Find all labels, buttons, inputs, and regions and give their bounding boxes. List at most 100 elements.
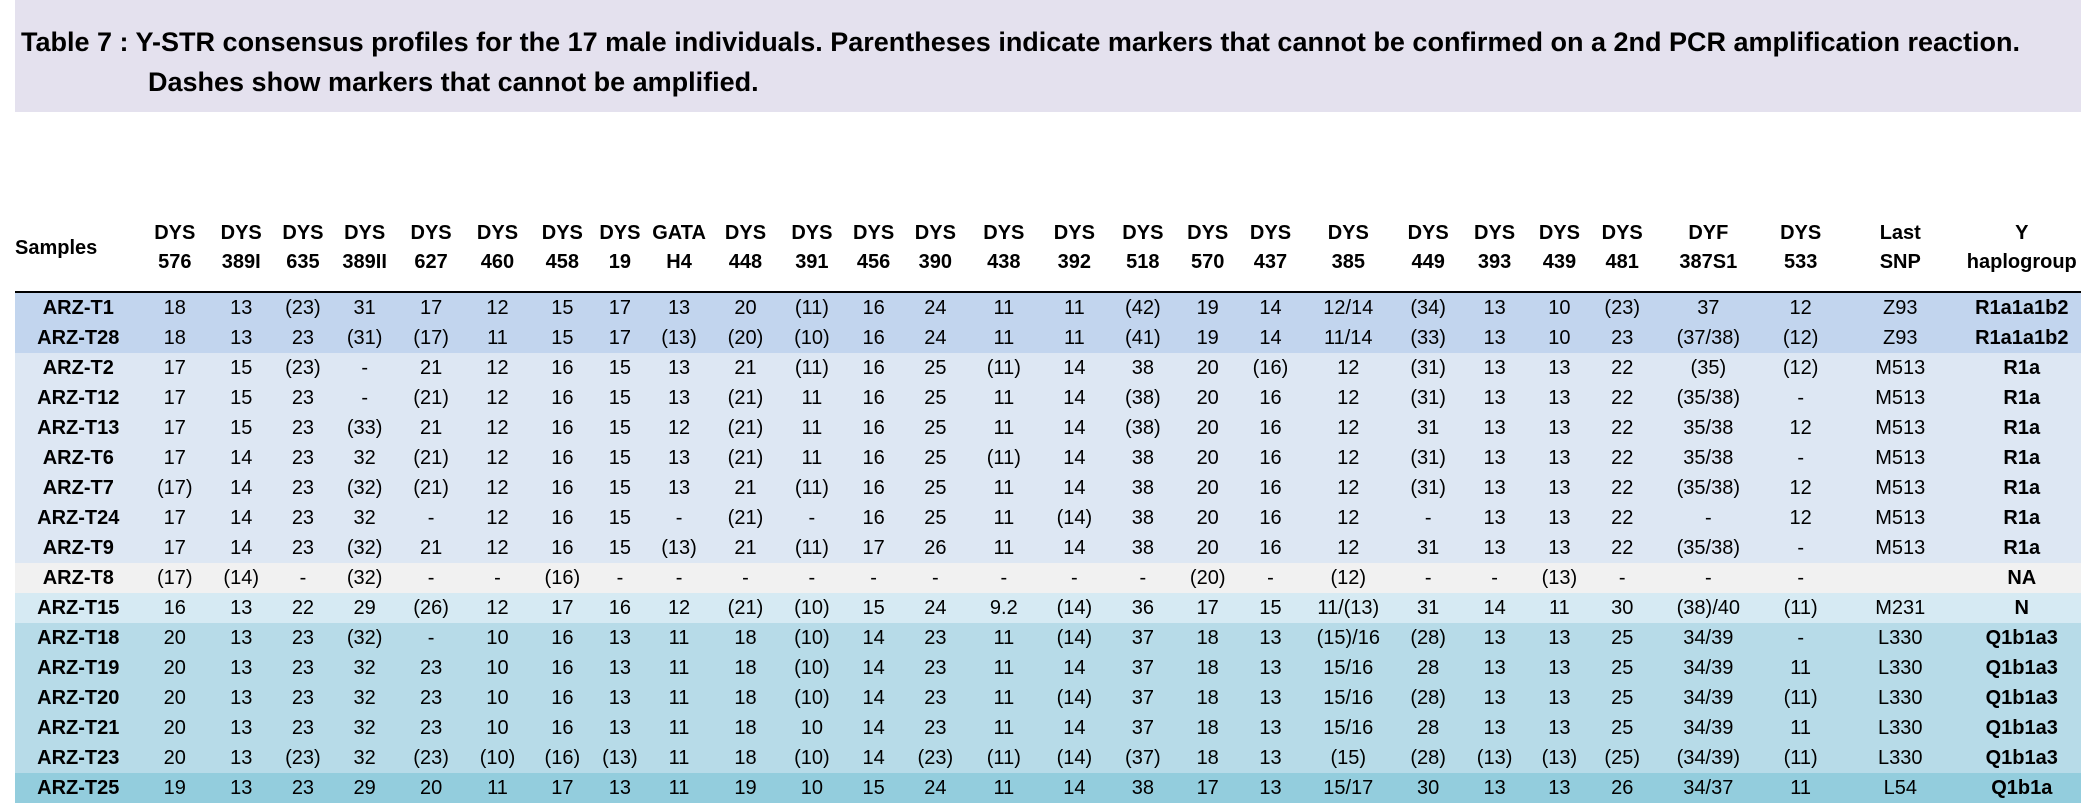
marker-value-cell: 34/37 (1653, 773, 1764, 803)
marker-value-cell: 21 (397, 353, 465, 383)
marker-value-cell: (23) (274, 743, 332, 773)
marker-value-cell: 13 (645, 383, 713, 413)
column-header-text: 627 (414, 251, 448, 273)
column-header-text: DYS (1053, 222, 1095, 244)
column-header-text: DYS (724, 222, 767, 244)
table-row: ARZ-T20 20 13 23 32 23 10 16 13 11 18 (10) 14 23 11 (14… (15, 683, 2081, 713)
marker-value-cell: 25 (902, 353, 969, 383)
haplogroup-cell: Q1b1a3 (1962, 713, 2081, 743)
marker-value-cell: (34/39) (1653, 743, 1764, 773)
column-header-dys-393: DYS 393 (1461, 205, 1527, 292)
marker-value-cell: 19 (141, 773, 208, 803)
marker-value-cell: 15 (208, 383, 275, 413)
table-row: ARZ-T19 20 13 23 32 23 10 16 13 11 18 (10) 14 23 11 14 3… (15, 653, 2081, 683)
marker-value-cell: (14) (1039, 503, 1110, 533)
marker-value-cell: 11 (968, 292, 1040, 323)
marker-value-cell: (21) (712, 503, 779, 533)
column-header-text: Last (1879, 222, 1921, 244)
marker-value-cell: 15 (845, 773, 903, 803)
marker-value-cell: (14) (208, 563, 275, 593)
caption-line-1: Table 7 : Y-STR consensus profiles for t… (21, 27, 2021, 57)
marker-value-cell: 29 (331, 593, 398, 623)
marker-value-cell: 15 (593, 413, 646, 443)
marker-value-cell: 34/39 (1653, 623, 1764, 653)
column-header-text: DYS (1780, 222, 1822, 244)
marker-value-cell: 14 (1039, 413, 1110, 443)
last-snp-cell: M513 (1838, 533, 1963, 563)
marker-value-cell: 12 (1301, 503, 1395, 533)
marker-value-cell: 16 (845, 383, 903, 413)
marker-value-cell: (35) (1653, 353, 1764, 383)
marker-value-cell: 12 (1763, 503, 1839, 533)
marker-value-cell: 11 (645, 773, 713, 803)
marker-value-cell: 35/38 (1653, 413, 1764, 443)
marker-value-cell: 17 (397, 292, 465, 323)
column-header-text: DYS (282, 222, 324, 244)
marker-value-cell: 25 (902, 473, 969, 503)
marker-value-cell: 18 (1176, 713, 1240, 743)
marker-value-cell: 12 (464, 383, 531, 413)
marker-value-cell: 17 (530, 593, 594, 623)
marker-value-cell: 11 (968, 323, 1040, 353)
marker-value-cell: 16 (845, 443, 903, 473)
marker-value-cell: 13 (1461, 473, 1528, 503)
marker-value-cell: (21) (712, 443, 779, 473)
marker-value-cell: 38 (1109, 533, 1177, 563)
marker-value-cell: 14 (1039, 383, 1110, 413)
marker-value-cell: - (902, 563, 969, 593)
haplogroup-cell: Q1b1a (1962, 773, 2081, 803)
column-header-text: Y (2015, 222, 2029, 244)
marker-value-cell: (21) (397, 443, 465, 473)
marker-value-cell: - (593, 563, 646, 593)
last-snp-cell: M513 (1838, 473, 1963, 503)
marker-value-cell: 14 (1239, 292, 1302, 323)
marker-value-cell: (21) (712, 413, 779, 443)
marker-value-cell: 13 (1527, 773, 1592, 803)
marker-value-cell: (20) (1176, 563, 1240, 593)
marker-value-cell: 14 (845, 743, 903, 773)
haplogroup-cell: R1a (1962, 413, 2081, 443)
marker-value-cell: 16 (530, 683, 594, 713)
marker-value-cell: 20 (397, 773, 465, 803)
sample-id-cell: ARZ-T28 (15, 323, 142, 353)
marker-value-cell: (11) (1763, 593, 1839, 623)
marker-value-cell: 13 (1461, 773, 1528, 803)
table-row: ARZ-T23 20 13 (23) 32 (23) (10) (16) (13) 11 18 (10… (15, 743, 2081, 773)
marker-value-cell: 23 (397, 653, 465, 683)
table-row: ARZ-T21 20 13 23 32 23 10 16 13 11 18 10 14 23 11 14 37 1… (15, 713, 2081, 743)
marker-value-cell: 11 (645, 683, 713, 713)
marker-value-cell: 20 (141, 713, 208, 743)
marker-value-cell: 18 (1176, 653, 1240, 683)
marker-value-cell: 16 (530, 653, 594, 683)
sample-id-cell: ARZ-T1 (15, 292, 142, 323)
marker-value-cell: 17 (1176, 593, 1240, 623)
marker-value-cell: 15 (593, 503, 646, 533)
column-header-dys-458: DYS 458 (531, 205, 594, 292)
marker-value-cell: - (712, 563, 779, 593)
sample-id-cell: ARZ-T8 (15, 563, 142, 593)
marker-value-cell: 15 (593, 533, 646, 563)
marker-value-cell: 23 (274, 323, 332, 353)
marker-value-cell: 11 (1763, 653, 1839, 683)
marker-value-cell: 24 (902, 323, 969, 353)
marker-value-cell: 12 (1763, 292, 1839, 323)
table-row: ARZ-T7 (17) 14 23 (32) (21) 12 16 15 13 21 (11) 16 25… (15, 473, 2081, 503)
column-header-text: DYS (853, 222, 895, 244)
marker-value-cell: 22 (1591, 383, 1654, 413)
marker-value-cell: 21 (712, 473, 779, 503)
column-header-dys-437: DYS 437 (1239, 205, 1301, 292)
table-row: ARZ-T18 20 13 23 (32) -10 16 13 11 18 (10) 14 23 11 (1… (15, 623, 2081, 653)
marker-value-cell: 14 (1039, 353, 1110, 383)
column-header-text: DYS (1187, 222, 1229, 244)
column-header-dys-19: DYS 19 (594, 205, 646, 292)
marker-value-cell: 16 (845, 323, 903, 353)
marker-value-cell: 17 (141, 443, 208, 473)
marker-value-cell: 13 (208, 743, 275, 773)
marker-value-cell: 12 (464, 533, 531, 563)
marker-value-cell: 32 (331, 683, 398, 713)
column-header-dys-389i: DYS 389I (208, 205, 274, 292)
marker-value-cell: 15 (208, 353, 275, 383)
marker-value-cell: (16) (530, 743, 594, 773)
marker-value-cell: (35/38) (1653, 383, 1764, 413)
marker-value-cell: 13 (1239, 773, 1302, 803)
